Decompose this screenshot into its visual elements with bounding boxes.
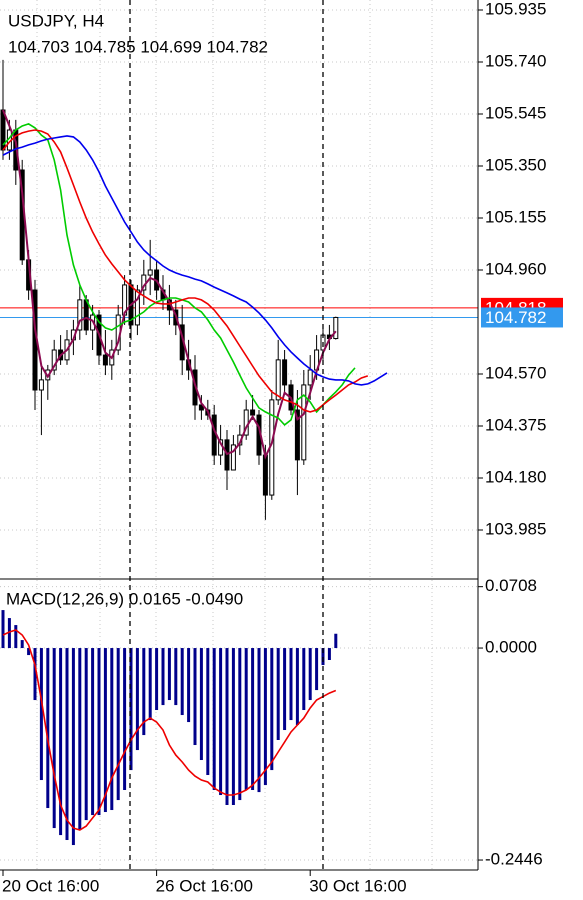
macd-bar bbox=[167, 648, 171, 701]
macd-bar bbox=[7, 618, 11, 649]
candle-body bbox=[198, 404, 204, 411]
macd-bar bbox=[123, 648, 127, 791]
macd-bar bbox=[103, 648, 107, 813]
candle-body bbox=[294, 409, 300, 461]
macd-bar bbox=[71, 648, 75, 846]
y-tick-label: 105.155 bbox=[485, 207, 546, 226]
macd-bar bbox=[302, 648, 306, 711]
indicator-title: MACD(12,26,9) 0.0165 -0.0490 bbox=[6, 589, 243, 608]
candle-body bbox=[230, 444, 236, 471]
macd-bar bbox=[327, 648, 331, 661]
macd-bar bbox=[174, 648, 178, 706]
y-tick-label: 0.0000 bbox=[485, 638, 537, 657]
macd-bar bbox=[212, 648, 216, 791]
macd-bar bbox=[135, 648, 139, 751]
candle-body bbox=[333, 316, 339, 340]
macd-bar bbox=[129, 648, 133, 771]
x-tick-label: 20 Oct 16:00 bbox=[2, 876, 99, 895]
candle-body bbox=[307, 369, 313, 386]
candle-body bbox=[250, 409, 256, 416]
chart-title: USDJPY, H4 bbox=[8, 11, 104, 30]
price-label-box bbox=[481, 307, 563, 328]
macd-bar bbox=[14, 625, 18, 649]
macd-bar bbox=[142, 648, 146, 736]
macd-bar bbox=[315, 648, 319, 691]
y-tick-label: 105.740 bbox=[485, 51, 546, 70]
x-tick-label: 30 Oct 16:00 bbox=[309, 876, 406, 895]
y-tick-label: 105.350 bbox=[485, 155, 546, 174]
candle-body bbox=[102, 354, 108, 366]
macd-bar bbox=[116, 648, 120, 801]
macd-bar bbox=[219, 648, 223, 796]
y-tick-label: -0.2446 bbox=[485, 850, 543, 869]
macd-bar bbox=[251, 648, 255, 791]
indicator-line bbox=[2, 129, 369, 413]
candle-body bbox=[134, 289, 140, 326]
macd-bar bbox=[161, 648, 165, 706]
macd-bar bbox=[270, 648, 274, 771]
macd-bar bbox=[39, 648, 43, 781]
macd-bar bbox=[193, 648, 197, 746]
macd-bar bbox=[59, 648, 63, 836]
macd-bar bbox=[91, 648, 95, 816]
macd-bar bbox=[148, 648, 152, 721]
macd-bar bbox=[180, 648, 184, 716]
macd-bar bbox=[97, 648, 101, 816]
candle-body bbox=[51, 349, 57, 371]
macd-bar bbox=[308, 648, 312, 701]
candle-body bbox=[83, 299, 89, 331]
price-label: 104.782 bbox=[485, 308, 546, 327]
macd-bar bbox=[78, 648, 82, 831]
y-tick-label: 105.935 bbox=[485, 0, 546, 18]
macd-bar bbox=[33, 648, 37, 701]
y-tick-label: 0.0708 bbox=[485, 576, 537, 595]
candle-body bbox=[77, 299, 83, 331]
macd-bar bbox=[1, 610, 5, 649]
x-tick-label: 26 Oct 16:00 bbox=[156, 876, 253, 895]
macd-bar bbox=[244, 648, 248, 791]
y-tick-label: 103.985 bbox=[485, 519, 546, 538]
macd-bar bbox=[276, 648, 280, 740]
macd-bar bbox=[257, 648, 261, 793]
y-tick-label: 104.570 bbox=[485, 363, 546, 382]
y-tick-label: 104.375 bbox=[485, 415, 546, 434]
indicator-line bbox=[2, 109, 337, 460]
macd-bar bbox=[238, 648, 242, 801]
macd-bar bbox=[334, 633, 338, 649]
candle-body bbox=[262, 454, 268, 496]
ohlc-readout: 104.703 104.785 104.699 104.782 bbox=[8, 37, 268, 56]
plot-area: 105.935 105.740 105.545 105.350 105.155 104.9… bbox=[0, 0, 563, 895]
y-tick-label: 104.960 bbox=[485, 259, 546, 278]
macd-bar bbox=[52, 648, 56, 829]
candle-body bbox=[275, 359, 281, 401]
macd-bar bbox=[187, 648, 191, 723]
macd-bar bbox=[46, 648, 50, 809]
candle-body bbox=[301, 384, 307, 461]
macd-bar bbox=[84, 648, 88, 821]
macd-bar bbox=[231, 648, 235, 805]
macd-bar bbox=[225, 648, 229, 805]
macd-bar bbox=[110, 648, 114, 811]
candle-body bbox=[282, 359, 288, 386]
macd-bar bbox=[20, 640, 24, 649]
macd-bar bbox=[199, 648, 203, 761]
y-tick-label: 105.545 bbox=[485, 103, 546, 122]
macd-bar bbox=[65, 648, 69, 841]
macd-bar bbox=[321, 648, 325, 666]
macd-bar bbox=[263, 648, 267, 786]
candle-body bbox=[38, 379, 44, 391]
indicator-line bbox=[2, 629, 337, 831]
macd-bar bbox=[155, 648, 159, 711]
macd-bar bbox=[283, 648, 287, 731]
macd-bar bbox=[27, 648, 31, 656]
indicator-line bbox=[2, 135, 388, 386]
indicator-line bbox=[2, 123, 356, 426]
macd-bar bbox=[206, 648, 210, 776]
y-tick-label: 104.180 bbox=[485, 467, 546, 486]
candle-body bbox=[147, 269, 153, 276]
macd-bar bbox=[289, 648, 293, 721]
macd-bar bbox=[295, 648, 299, 726]
